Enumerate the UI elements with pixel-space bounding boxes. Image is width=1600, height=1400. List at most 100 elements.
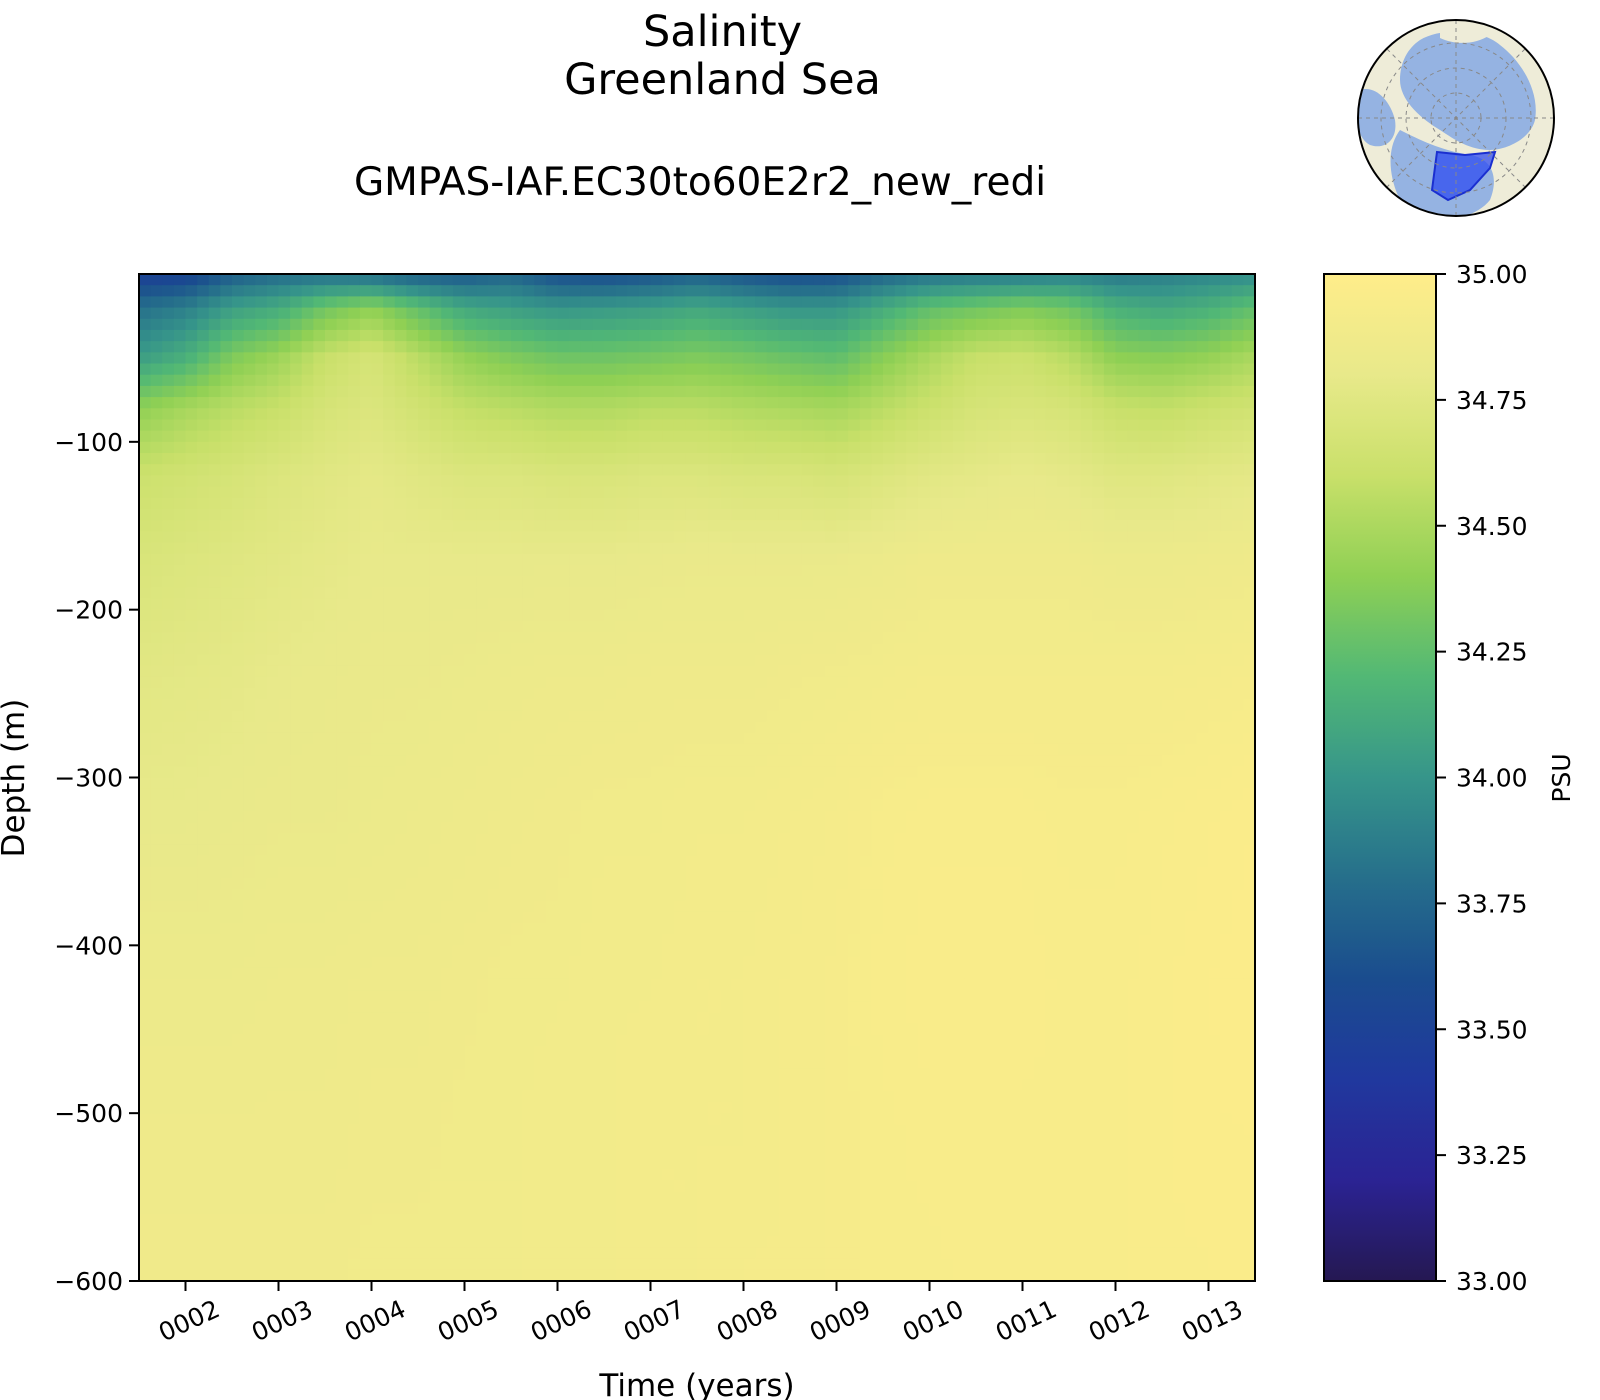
heatmap-cell [278, 822, 291, 835]
heatmap-cell [662, 676, 675, 689]
heatmap-cell [650, 363, 663, 376]
heatmap-cell [371, 822, 384, 835]
heatmap-cell [906, 811, 919, 823]
heatmap-cell [848, 743, 861, 756]
heatmap-cell [1127, 755, 1140, 767]
heatmap-cell [894, 788, 907, 801]
heatmap-cell [801, 285, 814, 297]
heatmap-cell [790, 632, 803, 644]
heatmap-cell [836, 632, 849, 644]
heatmap-cell [1138, 564, 1151, 577]
heatmap-cell [638, 486, 652, 499]
heatmap-cell [836, 676, 849, 689]
heatmap-cell [1115, 687, 1128, 700]
heatmap-cell [1138, 811, 1151, 823]
heatmap-cell [1138, 766, 1151, 779]
heatmap-cell [243, 329, 256, 342]
heatmap-cell [394, 632, 407, 644]
heatmap-cell [1243, 497, 1256, 510]
heatmap-cell [406, 799, 419, 812]
heatmap-cell [220, 508, 233, 521]
heatmap-cell [266, 318, 280, 331]
heatmap-cell [1103, 710, 1117, 723]
heatmap-cell [266, 307, 280, 320]
heatmap-cell [1080, 542, 1093, 555]
heatmap-cell [627, 732, 640, 745]
heatmap-cell [685, 743, 698, 756]
heatmap-cell [1208, 564, 1221, 577]
heatmap-cell [1243, 307, 1256, 320]
heatmap-cell [545, 766, 559, 779]
heatmap-cell [545, 397, 559, 409]
heatmap-cell [673, 274, 686, 286]
heatmap-cell [662, 486, 675, 499]
heatmap-cell [685, 363, 698, 376]
heatmap-cell [778, 643, 791, 656]
heatmap-cell [359, 609, 373, 622]
heatmap-cell [894, 508, 907, 521]
heatmap-cell [743, 296, 756, 309]
heatmap-cell [1231, 609, 1244, 622]
heatmap-cell [325, 285, 338, 297]
heatmap-cell [1196, 385, 1210, 398]
heatmap-cell [859, 296, 872, 309]
heatmap-cell [1173, 676, 1186, 689]
heatmap-cell [976, 285, 989, 297]
heatmap-cell [708, 576, 721, 588]
heatmap-cell [720, 385, 733, 398]
heatmap-cell [1138, 475, 1151, 488]
heatmap-cell [1243, 587, 1256, 600]
heatmap-cell [452, 587, 466, 600]
heatmap-cell [1045, 732, 1058, 745]
heatmap-cell [313, 285, 326, 297]
heatmap-cell [464, 576, 477, 588]
heatmap-cell [1034, 755, 1047, 767]
heatmap-cell [1185, 620, 1198, 633]
heatmap-cell [697, 743, 710, 756]
heatmap-cell [1208, 788, 1221, 801]
heatmap-cell [906, 755, 919, 767]
heatmap-cell [813, 520, 826, 532]
heatmap-cell [336, 553, 349, 566]
heatmap-cell [336, 285, 349, 297]
heatmap-cell [1173, 497, 1186, 510]
heatmap-cell [522, 676, 535, 689]
heatmap-cell [650, 654, 663, 667]
heatmap-cell [708, 475, 721, 488]
heatmap-cell [557, 609, 570, 622]
heatmap-cell [673, 833, 686, 846]
heatmap-cell [150, 475, 163, 488]
heatmap-cell [836, 441, 849, 454]
heatmap-cell [650, 732, 663, 745]
heatmap-cell [650, 508, 663, 521]
heatmap-cell [1022, 643, 1035, 656]
heatmap-cell [406, 766, 419, 779]
heatmap-cell [976, 464, 989, 476]
heatmap-cell [976, 307, 989, 320]
heatmap-cell [185, 788, 198, 801]
heatmap-cell [150, 665, 163, 678]
heatmap-cell [441, 352, 454, 365]
heatmap-cell [545, 654, 559, 667]
heatmap-cell [615, 609, 628, 622]
heatmap-cell [848, 788, 861, 801]
heatmap-cell [906, 475, 919, 488]
heatmap-cell [615, 329, 628, 342]
heatmap-cell [418, 632, 431, 644]
heatmap-cell [1022, 341, 1035, 353]
heatmap-cell [139, 341, 152, 353]
heatmap-cell [1208, 799, 1221, 812]
heatmap-cell [906, 453, 919, 465]
heatmap-cell [964, 710, 977, 723]
heatmap-cell [685, 486, 698, 499]
heatmap-cell [917, 687, 931, 700]
heatmap-cell [662, 363, 675, 376]
heatmap-cell [394, 699, 407, 711]
heatmap-cell [232, 464, 245, 476]
heatmap-cell [801, 710, 814, 723]
heatmap-cell [511, 743, 524, 756]
heatmap-cell [313, 643, 326, 656]
heatmap-cell [720, 665, 733, 678]
heatmap-cell [220, 576, 233, 588]
heatmap-cell [208, 766, 221, 779]
